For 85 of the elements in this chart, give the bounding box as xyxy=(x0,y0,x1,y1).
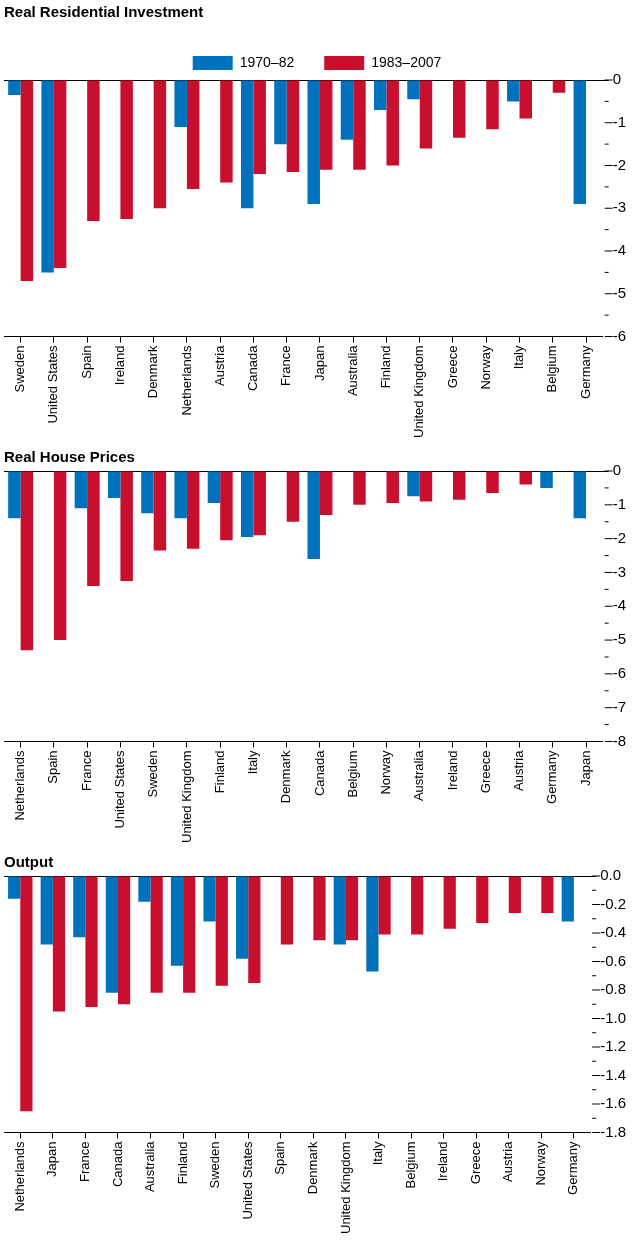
x-tick-label: Germany xyxy=(544,750,560,804)
y-tick-label: -1.8 xyxy=(600,1122,627,1140)
chart-title: Real House Prices xyxy=(4,448,135,466)
x-tick-label: France xyxy=(78,750,94,791)
x-tick-label: United States xyxy=(111,750,127,829)
x-tick-label: United Kingdom xyxy=(178,750,194,843)
y-tick-label: -5 xyxy=(612,283,627,301)
x-tick-label: Belgium xyxy=(544,345,560,393)
y-tick-label: -5 xyxy=(612,630,627,648)
y-tick-label: -8 xyxy=(612,731,627,749)
x-tick-label: Greece xyxy=(477,750,493,794)
y-tick-label: -6 xyxy=(612,326,627,344)
y-tick-label: -1.2 xyxy=(600,1037,627,1055)
x-tick-label: United States xyxy=(45,345,61,424)
x-tick-label: Austria xyxy=(511,749,527,791)
x-tick-label: Finland xyxy=(211,750,227,794)
legend-label: 1983–2007 xyxy=(371,53,442,70)
x-tick-label: Austria xyxy=(211,344,227,386)
y-tick-label: -3 xyxy=(612,562,627,580)
x-tick-label: Italy xyxy=(511,345,527,370)
x-tick-label: Denmark xyxy=(304,1141,320,1195)
x-tick-label: Canada xyxy=(245,344,261,392)
x-tick-label: Spain xyxy=(78,345,94,379)
x-tick-label: Sweden xyxy=(12,345,28,393)
y-tick-label: -3 xyxy=(612,198,627,216)
y-tick-label: -1.6 xyxy=(600,1094,627,1112)
x-tick-label: Sweden xyxy=(207,1141,223,1189)
y-tick-label: -1 xyxy=(612,494,627,512)
x-tick-label: Netherlands xyxy=(11,1141,27,1212)
x-tick-label: Netherlands xyxy=(178,345,194,416)
y-tick-label: -0.2 xyxy=(600,894,627,912)
chart-title: Output xyxy=(4,853,54,871)
x-tick-label: Finland xyxy=(174,1141,190,1185)
x-tick-label: United States xyxy=(239,1141,255,1220)
x-tick-label: Australia xyxy=(142,1140,158,1193)
x-tick-label: Austria xyxy=(500,1140,516,1182)
x-tick-label: Canada xyxy=(311,749,327,797)
x-tick-label: United Kingdom xyxy=(337,1141,353,1234)
x-tick-label: Denmark xyxy=(145,345,161,399)
x-tick-label: Japan xyxy=(44,1141,60,1177)
x-tick-label: Norway xyxy=(532,1141,548,1186)
legend-label: 1970–82 xyxy=(239,53,295,70)
x-tick-label: Ireland xyxy=(111,345,127,386)
y-tick-label: -0.8 xyxy=(600,980,627,998)
x-tick-label: Italy xyxy=(370,1141,386,1166)
x-tick-label: Belgium xyxy=(344,750,360,798)
x-tick-label: Finland xyxy=(378,345,394,389)
x-tick-label: Germany xyxy=(565,1141,581,1195)
x-tick-label: Australia xyxy=(344,344,360,397)
y-tick-label: -1 xyxy=(612,112,627,130)
x-tick-label: Norway xyxy=(477,345,493,390)
x-tick-label: Japan xyxy=(577,750,593,786)
y-tick-label: -2 xyxy=(612,155,627,173)
y-tick-label: -0.4 xyxy=(600,923,627,941)
y-tick-label: 0.0 xyxy=(600,866,622,884)
x-tick-label: France xyxy=(278,345,294,386)
x-tick-label: Belgium xyxy=(402,1141,418,1189)
x-tick-label: Sweden xyxy=(145,750,161,798)
x-tick-label: Australia xyxy=(411,749,427,802)
y-tick-label: 0 xyxy=(612,461,622,479)
x-tick-label: Spain xyxy=(272,1141,288,1175)
y-tick-label: -6 xyxy=(612,664,627,682)
x-tick-label: Ireland xyxy=(435,1141,451,1182)
y-tick-label: -4 xyxy=(612,596,627,614)
x-tick-label: United Kingdom xyxy=(411,345,427,438)
x-tick-label: Japan xyxy=(311,345,327,381)
x-tick-label: Greece xyxy=(444,345,460,389)
y-tick-label: -0.6 xyxy=(600,951,627,969)
x-tick-label: Denmark xyxy=(278,750,294,804)
x-tick-label: Italy xyxy=(245,750,261,775)
y-tick-label: -4 xyxy=(612,241,627,259)
chart-title: Real Residential Investment xyxy=(4,3,204,21)
x-tick-label: Netherlands xyxy=(12,750,28,821)
x-tick-label: Germany xyxy=(577,345,593,399)
x-tick-label: France xyxy=(76,1141,92,1182)
y-tick-label: -2 xyxy=(612,528,627,546)
y-tick-label: -1.4 xyxy=(600,1065,627,1083)
x-tick-label: Canada xyxy=(109,1140,125,1188)
x-tick-label: Ireland xyxy=(444,750,460,791)
y-tick-label: -1.0 xyxy=(600,1008,627,1026)
y-tick-label: -7 xyxy=(612,697,627,715)
x-tick-label: Greece xyxy=(467,1141,483,1185)
y-tick-label: 0 xyxy=(612,70,622,88)
x-tick-label: Spain xyxy=(45,750,61,784)
x-tick-label: Norway xyxy=(378,750,394,795)
